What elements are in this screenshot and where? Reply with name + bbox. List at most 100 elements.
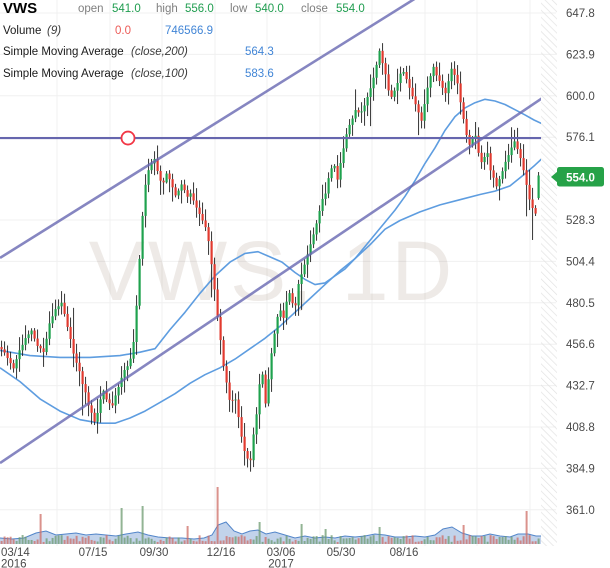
sma200-line[interactable] xyxy=(0,158,543,424)
candle-body xyxy=(216,289,219,317)
candle-body xyxy=(459,83,462,103)
volume-bar xyxy=(300,524,303,544)
price-tick-label: 384.9 xyxy=(566,463,595,475)
date-label: 07/15 xyxy=(79,547,108,559)
volume-bar xyxy=(90,539,93,544)
volume-bar xyxy=(315,536,318,544)
volume-bar xyxy=(6,537,9,544)
price-tick-label: 623.9 xyxy=(566,49,595,61)
candle-body xyxy=(81,371,84,385)
volume-bar xyxy=(516,537,519,544)
volume-bar xyxy=(183,540,186,544)
price-tick-label: 432.7 xyxy=(566,381,595,393)
volume-bar xyxy=(414,541,417,544)
candle-body xyxy=(276,316,279,334)
date-label: 09/30 xyxy=(140,547,169,559)
candle-body xyxy=(198,207,201,214)
volume-bar xyxy=(102,537,105,544)
candle-body xyxy=(339,163,342,180)
volume-bar xyxy=(528,535,531,544)
candle-body xyxy=(363,105,366,112)
volume-bar xyxy=(48,541,51,544)
candle-body xyxy=(525,170,528,185)
volume-bar xyxy=(501,537,504,544)
volume-bar xyxy=(510,536,513,544)
volume-bar xyxy=(144,538,147,544)
badge-rect xyxy=(557,166,604,187)
candle-body xyxy=(12,363,15,369)
sma200-value: 564.3 xyxy=(245,46,274,58)
candle-body xyxy=(228,382,231,400)
candle-body xyxy=(30,330,33,335)
volume-bar xyxy=(354,539,357,544)
volume-bar xyxy=(3,536,6,544)
price-tick-label: 480.5 xyxy=(566,298,595,310)
volume-bar xyxy=(18,537,21,544)
volume-bar xyxy=(111,541,114,544)
candle-body xyxy=(222,340,225,367)
volume-bar xyxy=(318,541,321,544)
candle-body xyxy=(426,87,429,105)
candle-body xyxy=(519,149,522,159)
price-tick-label: 504.4 xyxy=(566,256,595,268)
candles xyxy=(0,43,540,472)
low-value: 540.0 xyxy=(255,3,284,15)
volume-bar xyxy=(372,535,375,544)
volume-bar xyxy=(210,541,213,544)
channel-lower-line[interactable] xyxy=(0,89,556,465)
volume-bar xyxy=(405,535,408,544)
candle-body xyxy=(306,254,309,265)
candle-body xyxy=(477,135,480,153)
volume-bar xyxy=(345,538,348,544)
volume-bar xyxy=(234,536,237,544)
volume-bars xyxy=(0,487,540,544)
line-handle-marker[interactable] xyxy=(120,130,136,146)
candle-body xyxy=(45,338,48,353)
candle-body xyxy=(186,190,189,197)
price-axis[interactable]: 647.8 623.9 600.0 576.1 528.3 504.4 480.5 456.6… xyxy=(566,8,595,517)
volume-bar xyxy=(279,537,282,544)
price-tick-label: 576.1 xyxy=(566,132,595,144)
candle-body xyxy=(285,301,288,318)
candle-body xyxy=(264,374,267,404)
candle-body xyxy=(219,316,222,341)
volume-bar xyxy=(339,536,342,544)
candle-body xyxy=(24,338,27,345)
candle-body xyxy=(252,434,255,461)
volume-bar xyxy=(219,540,222,544)
candle-body xyxy=(378,50,381,65)
sma100-line[interactable] xyxy=(0,98,543,359)
candle-body xyxy=(75,353,78,363)
volume-bar xyxy=(327,539,330,544)
plot-area[interactable] xyxy=(0,0,556,544)
volume-bar xyxy=(84,537,87,544)
candle-body xyxy=(6,352,9,359)
candle-body xyxy=(345,134,348,149)
candle-body xyxy=(483,157,486,163)
watermark: VWS, 1D xyxy=(89,224,455,318)
channel-upper-line[interactable] xyxy=(0,0,420,260)
candle-body xyxy=(243,436,246,452)
volume-bar xyxy=(66,536,69,544)
volume-bar xyxy=(72,538,75,544)
candle-body xyxy=(138,258,141,306)
candle-body xyxy=(330,168,333,179)
candle-body xyxy=(282,310,285,318)
candle-body xyxy=(162,180,165,183)
volume-param: (9) xyxy=(47,25,62,37)
volume-bar xyxy=(135,538,138,544)
candle-body xyxy=(309,244,312,255)
candle-body xyxy=(390,90,393,97)
candle-body xyxy=(192,193,195,201)
volume-bar xyxy=(12,539,15,544)
volume-bar xyxy=(87,536,90,544)
sma200-label: Simple Moving Average xyxy=(3,46,124,58)
volume-bar xyxy=(483,536,486,544)
candle-body xyxy=(123,370,126,378)
candle-body xyxy=(165,173,168,183)
candle-body xyxy=(246,451,249,459)
volume-value: 0.0 xyxy=(115,25,131,37)
candle-body xyxy=(36,338,39,346)
